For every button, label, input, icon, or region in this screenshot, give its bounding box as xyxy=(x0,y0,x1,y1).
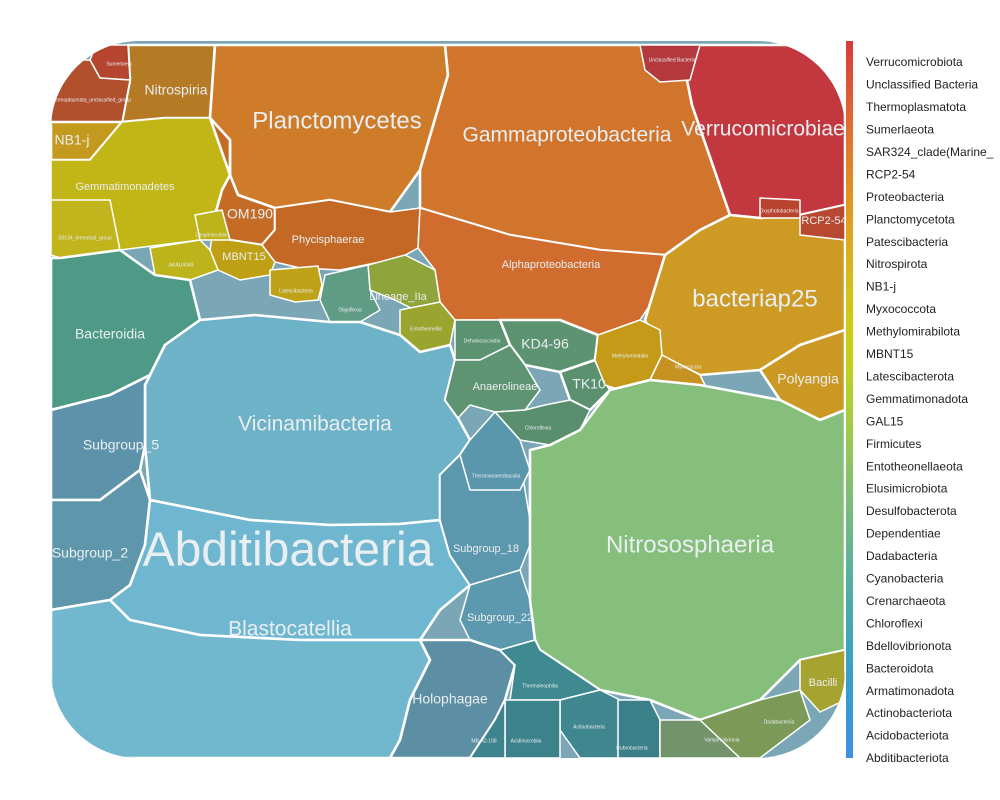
cell-label: Myxococcia xyxy=(675,364,701,370)
legend-entry: Unclassified Bacteria xyxy=(866,78,978,92)
cell-label: Holophagae xyxy=(412,691,488,707)
cell-label: KD4-96 xyxy=(521,336,569,352)
legend-entry: MBNT15 xyxy=(866,347,914,361)
cell-label: RCP2-54 xyxy=(801,215,846,227)
legend-entry: Gemmatimonadota xyxy=(866,392,968,406)
cell-label: Vampirivibrionia xyxy=(704,737,739,743)
legend-entry: Myxococcota xyxy=(866,302,936,316)
cell-label: Acidimicrobiia xyxy=(511,738,542,744)
legend-entry: Thermoplasmatota xyxy=(866,100,966,114)
legend-colorbar xyxy=(846,41,853,758)
cell-label: Chloroflexia xyxy=(525,425,552,431)
cell-label: Oligoflexia xyxy=(338,307,362,313)
legend-entry: Abditibacteriota xyxy=(866,751,949,765)
legend-entry: Elusimicrobiota xyxy=(866,482,948,496)
cell-label: Subgroup_2 xyxy=(52,545,129,561)
cell-label: Dehalococcoidia xyxy=(464,338,501,344)
cell-label: AKAU4049 xyxy=(169,262,194,268)
cell-label: Blastocatellia xyxy=(228,618,352,641)
cell-label: Polyangia xyxy=(777,371,839,387)
cell-label: Subgroup_22 xyxy=(467,612,533,624)
cell-label: Bacilli xyxy=(809,677,838,689)
cell-label: Planctomycetes xyxy=(252,107,421,134)
cell-label: bacteriap25 xyxy=(692,285,817,312)
legend-entry: Planctomycetota xyxy=(866,212,955,226)
legend-entry: Armatimonadota xyxy=(866,684,954,698)
cell-label: Alphaproteobacteria xyxy=(502,259,601,271)
legend-entry: Dadabacteria xyxy=(866,549,938,563)
cell-label: Dadabacteriia xyxy=(764,719,795,725)
cell-label: Lineage_IIa xyxy=(369,291,427,303)
cell-label: Anaerolineae xyxy=(473,381,538,393)
cell-oxyphotobacteria xyxy=(759,197,801,219)
legend-entry: Dependentiae xyxy=(866,527,941,541)
cell-label: Thermoanaerobaculia xyxy=(472,473,521,479)
cell-label: Vicinamibacteria xyxy=(238,413,392,436)
cell-label: NB1-j xyxy=(54,132,89,148)
cell-label: OM190 xyxy=(227,206,273,222)
cell-label: MB-A2-108 xyxy=(471,738,497,744)
legend-entry: Latescibacterota xyxy=(866,369,954,383)
legend-entry: Sumerlaeota xyxy=(866,123,934,137)
legend-entry: Entotheonellaeota xyxy=(866,459,963,473)
cell-label: Subgroup_5 xyxy=(83,437,160,453)
cell-dadabacteriia xyxy=(699,689,811,758)
cell-label: TK10 xyxy=(572,376,606,392)
legend-entry: Verrucomicrobiota xyxy=(866,55,963,69)
cell-longimicrobia xyxy=(194,209,231,241)
cell-label: Entotheonellia xyxy=(410,326,442,332)
cell-chloroflexia xyxy=(494,399,591,446)
cell-abditibacteria xyxy=(108,498,472,642)
legend-entry: NB1-j xyxy=(866,280,896,294)
cell-tk10 xyxy=(558,358,612,412)
cell-label: Latescibacteria xyxy=(279,288,313,294)
cell-label: Subgroup_18 xyxy=(453,543,519,555)
cell-thermoanaerobaculia xyxy=(459,411,531,491)
cell-label: Oxyphotobacteria xyxy=(759,208,798,214)
cell-mb-a2-108 xyxy=(469,699,506,758)
cell-label: Abditibacteria xyxy=(143,524,434,577)
legend-entry: SAR324_clade(Marine_ xyxy=(866,145,994,159)
legend-entry: Firmicutes xyxy=(866,437,921,451)
cell-label: Verrucomicrobiae xyxy=(681,118,844,141)
legend-entry: Acidobacteriota xyxy=(866,729,949,743)
legend-entry: Cyanobacteria xyxy=(866,572,944,586)
legend-entry: Crenarchaeota xyxy=(866,594,946,608)
legend-entry: Desulfobacterota xyxy=(866,504,957,518)
cell-unclassified-bacteria xyxy=(639,44,701,83)
cell-label: Nitrososphaeria xyxy=(606,531,775,558)
legend-entry: Bacteroidota xyxy=(866,661,934,675)
cell-label: Gammaproteobacteria xyxy=(463,124,672,147)
legend-entry: Nitrospirota xyxy=(866,257,928,271)
cell-latescibacteria xyxy=(269,265,323,303)
cell-label: Longimicrobia xyxy=(195,232,226,238)
legend-entry: Methylomirabilota xyxy=(866,325,960,339)
cell-rcp2-54 xyxy=(799,204,845,241)
cell-label: Gemmatimonadetes xyxy=(75,181,175,193)
cell-label: Thermoleophilia xyxy=(522,683,558,689)
cell-label: MBNT15 xyxy=(222,251,265,263)
cell-label: Actinobacteria xyxy=(573,724,605,730)
legend-entry: Bdellovibrionota xyxy=(866,639,952,653)
cell-label: Nitrospiria xyxy=(144,82,207,98)
cell-label: Unclassified Bacteria xyxy=(649,57,696,63)
cell-oligoflexia xyxy=(319,264,381,323)
cell-bacilli xyxy=(799,649,845,713)
legend-entry: RCP2-54 xyxy=(866,167,916,181)
cell-label: Rubrobacteria xyxy=(616,745,648,751)
cell-label: S0134_terrestrial_group xyxy=(58,235,112,241)
legend-entry: Actinobacteriota xyxy=(866,706,952,720)
legend-entry: Patescibacteria xyxy=(866,235,948,249)
legend-entry: GAL15 xyxy=(866,414,904,428)
cell-label: Bacteroidia xyxy=(75,326,145,342)
cell-label: Sumerlaeia xyxy=(106,61,132,67)
legend-entry: Chloroflexi xyxy=(866,616,923,630)
cell-label: Methylomirabilia xyxy=(612,353,648,359)
legend-entry: Proteobacteria xyxy=(866,190,944,204)
cell-label: Thermoplasmata_unclassified_group xyxy=(49,97,131,103)
cell-label: Phycisphaerae xyxy=(292,234,365,246)
